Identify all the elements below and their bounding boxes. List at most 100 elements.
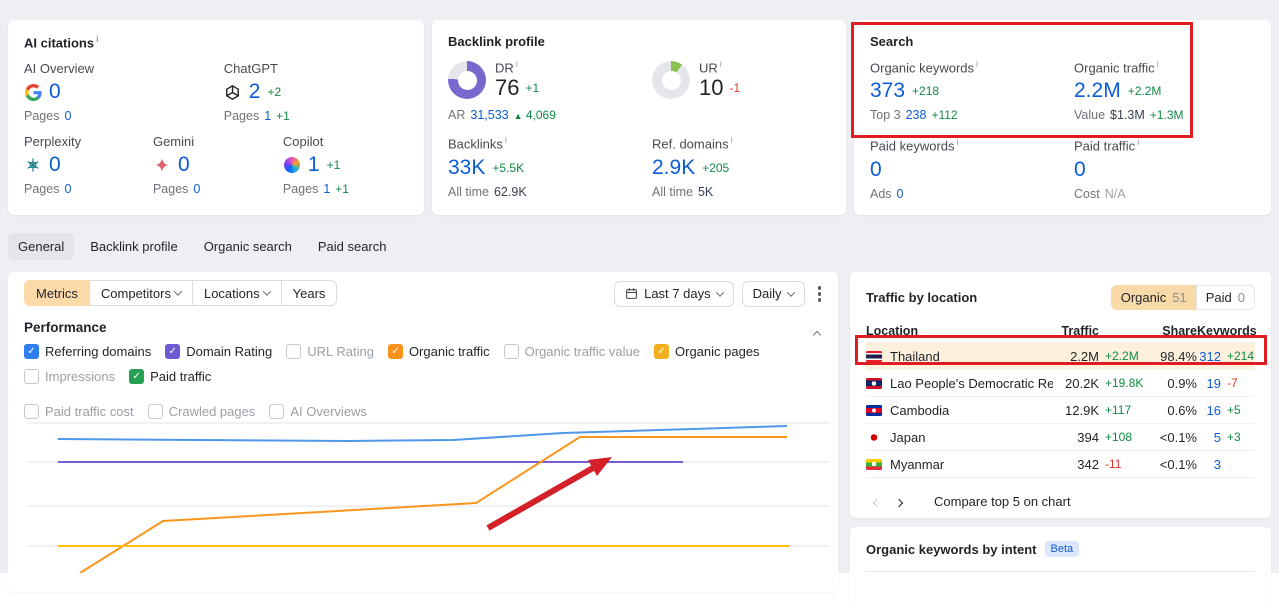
- metric-value[interactable]: 2.2M: [1074, 79, 1121, 103]
- metric-value[interactable]: 0: [870, 157, 882, 181]
- location-row[interactable]: Cambodia 12.9K +117 0.6% 16 +5: [866, 397, 1255, 424]
- locations-dropdown[interactable]: Locations: [191, 280, 282, 306]
- next-page-button[interactable]: [888, 489, 910, 514]
- more-options-kebab-icon[interactable]: [813, 280, 827, 308]
- chevron-right-icon: [894, 498, 904, 508]
- pages-label: Pages: [24, 182, 60, 197]
- traffic-change: +108: [1105, 430, 1133, 444]
- sub-label: Ads: [870, 186, 892, 201]
- unchecked-checkbox-icon[interactable]: [269, 404, 285, 419]
- pages-value[interactable]: 0: [64, 109, 72, 124]
- ai-citation-item: ChatGPT 2 +2 Pages 1 +1: [224, 61, 408, 123]
- keywords-value[interactable]: 5: [1213, 429, 1221, 445]
- alltime-label: All time: [448, 184, 489, 199]
- metric-value[interactable]: 0: [1074, 157, 1086, 181]
- granularity-dropdown[interactable]: Daily: [741, 280, 805, 307]
- location-row[interactable]: Thailand 2.2M +2.2M 98.4% 312 +214: [866, 343, 1255, 370]
- unchecked-checkbox-icon[interactable]: [503, 344, 519, 359]
- metric-checkbox[interactable]: AI Overviews: [269, 404, 367, 419]
- toggle-paid[interactable]: Paid 0: [1195, 285, 1255, 310]
- location-row[interactable]: Lao People's Democratic Reput 20.2K +19.8K…: [866, 370, 1255, 397]
- metric-checkbox[interactable]: Organic pages: [654, 344, 760, 359]
- search-card: Search Organic keywords 373 +218 Top 3 238 +1…: [854, 20, 1271, 215]
- column-keywords[interactable]: Keywords: [1197, 323, 1257, 338]
- dr-label: DR: [495, 59, 539, 75]
- backlinks-value[interactable]: 33K: [448, 155, 486, 179]
- ref-domains-value[interactable]: 2.9K: [652, 155, 696, 179]
- metrics-button[interactable]: Metrics: [24, 280, 90, 306]
- keywords-value[interactable]: 312: [1199, 348, 1221, 364]
- checkbox-label: URL Rating: [307, 344, 374, 359]
- checked-checkbox-icon[interactable]: [387, 344, 403, 359]
- metric-label: Gemini: [152, 134, 195, 150]
- collapse-section-button[interactable]: [812, 325, 822, 343]
- info-icon: [731, 135, 733, 145]
- toggle-organic[interactable]: Organic 51: [1110, 285, 1197, 310]
- metric-checkbox[interactable]: Domain Rating: [165, 344, 272, 359]
- metric-checkbox[interactable]: Referring domains: [24, 344, 151, 359]
- metric-checkbox[interactable]: Impressions: [24, 369, 115, 384]
- tab-organic-search[interactable]: Organic search: [203, 239, 292, 254]
- metric-checkbox[interactable]: Crawled pages: [147, 404, 256, 419]
- pages-change: +1: [335, 182, 349, 197]
- pages-value[interactable]: 0: [193, 182, 201, 197]
- date-range-dropdown[interactable]: Last 7 days: [614, 280, 734, 307]
- column-traffic[interactable]: Traffic: [1061, 323, 1099, 338]
- share-value: <0.1%: [1159, 456, 1197, 472]
- info-icon: [505, 135, 507, 145]
- unchecked-checkbox-icon[interactable]: [147, 404, 163, 419]
- sub-value[interactable]: 0: [896, 186, 904, 201]
- tab-general[interactable]: General: [8, 233, 75, 260]
- checked-checkbox-icon[interactable]: [165, 344, 181, 359]
- sub-change: +112: [931, 108, 958, 123]
- unchecked-checkbox-icon[interactable]: [24, 404, 39, 419]
- column-location[interactable]: Location: [866, 323, 919, 338]
- metric-checkbox[interactable]: Paid traffic cost: [24, 404, 134, 419]
- column-share[interactable]: Share: [1162, 323, 1197, 338]
- metric-value[interactable]: 373: [870, 79, 906, 103]
- tab-backlink-profile[interactable]: Backlink profile: [90, 239, 178, 254]
- chevron-down-icon: [786, 288, 795, 297]
- tab-paid-search[interactable]: Paid search: [317, 239, 387, 254]
- metric-checkbox[interactable]: Paid traffic: [129, 369, 211, 384]
- ur-value: 10: [699, 75, 724, 101]
- metric-checkbox[interactable]: Organic traffic: [387, 344, 490, 359]
- pages-value[interactable]: 1: [323, 182, 331, 197]
- section-tabbar: General Backlink profile Organic search …: [8, 233, 397, 260]
- location-row[interactable]: Japan 394 +108 <0.1% 5 +3: [866, 424, 1255, 451]
- ar-value[interactable]: 31,533: [470, 108, 509, 123]
- checked-checkbox-icon[interactable]: [129, 369, 145, 384]
- metric-checkbox-group: Referring domains Domain Rating URL Rating…: [24, 344, 828, 419]
- checked-checkbox-icon[interactable]: [24, 344, 39, 359]
- keywords-change: -7: [1227, 376, 1238, 390]
- cambodia-flag: [866, 404, 882, 416]
- info-icon: [976, 59, 978, 69]
- prev-page-button[interactable]: [866, 489, 888, 514]
- sub-value[interactable]: 238: [905, 108, 927, 123]
- checkbox-label: Organic traffic: [408, 344, 490, 359]
- pages-value[interactable]: 0: [64, 182, 72, 197]
- years-button[interactable]: Years: [280, 280, 338, 306]
- keywords-value[interactable]: 16: [1206, 402, 1221, 418]
- location-row[interactable]: Myanmar 342 -11 <0.1% 3: [866, 451, 1255, 478]
- backlink-profile-card: Backlink profile DR 76 +1 AR 31,533 ▲ 4,…: [432, 20, 846, 215]
- keywords-value[interactable]: 3: [1213, 456, 1221, 472]
- metric-checkbox[interactable]: URL Rating: [286, 344, 374, 359]
- compare-top5-label: Compare top 5 on chart: [934, 494, 1071, 509]
- metric-value: 2: [248, 80, 261, 104]
- pages-change: +1: [276, 109, 290, 124]
- ai-citations-row-1: AI Overview 0 Pages 0 ChatGPT 2 +2 Pages 1 +1: [24, 61, 408, 123]
- pages-value[interactable]: 1: [264, 109, 272, 124]
- ref-domains-label: Ref. domains: [652, 135, 830, 152]
- checked-checkbox-icon[interactable]: [654, 344, 669, 359]
- metric-value: 0: [49, 153, 61, 177]
- competitors-dropdown[interactable]: Competitors: [88, 280, 193, 306]
- checkbox-label: Impressions: [45, 369, 116, 384]
- annotation-arrow-shaft: [486, 465, 595, 531]
- keywords-value[interactable]: 19: [1206, 375, 1221, 391]
- unchecked-checkbox-icon[interactable]: [24, 369, 39, 384]
- metric-checkbox[interactable]: Organic traffic value: [503, 344, 640, 359]
- ur-label: UR: [699, 59, 740, 75]
- unchecked-checkbox-icon[interactable]: [286, 344, 302, 359]
- checkbox-label: Crawled pages: [168, 404, 256, 419]
